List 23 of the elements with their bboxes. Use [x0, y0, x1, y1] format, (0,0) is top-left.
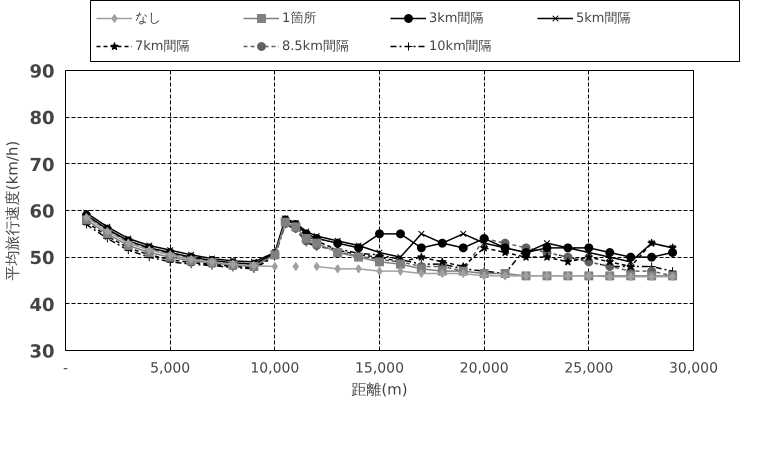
legend-label: 5km間隔	[576, 10, 632, 27]
y-tick-label: 60	[29, 202, 55, 222]
y-tick-label: 90	[29, 62, 55, 82]
x-tick-label: 15,000	[355, 360, 404, 376]
x-tick-label: 10,000	[250, 360, 300, 376]
legend-label: 7km間隔	[135, 38, 190, 55]
y-tick-label: 30	[29, 342, 55, 362]
x-tick-label: 5,000	[150, 360, 190, 376]
y-tick-label: 70	[29, 154, 55, 176]
x-tick-label: 25,000	[564, 360, 614, 376]
y-tick-label: 40	[29, 294, 55, 316]
x-tick-label: -	[62, 360, 68, 376]
legend-label: 10km間隔	[429, 38, 493, 55]
legend-label: 3km間隔	[429, 10, 484, 27]
legend-label: 1箇所	[282, 10, 318, 27]
x-tick-label: 20,000	[460, 360, 509, 376]
y-tick-label: 50	[29, 248, 55, 270]
legend-label: なし	[135, 10, 162, 27]
x-axis-title: 距離(m)	[351, 380, 408, 398]
legend-label: 8.5km間隔	[282, 38, 350, 55]
y-tick-label: 80	[29, 108, 55, 130]
y-axis-title: 平均旅行速度(km/h)	[3, 140, 22, 280]
x-tick-label: 30,000	[669, 360, 718, 376]
